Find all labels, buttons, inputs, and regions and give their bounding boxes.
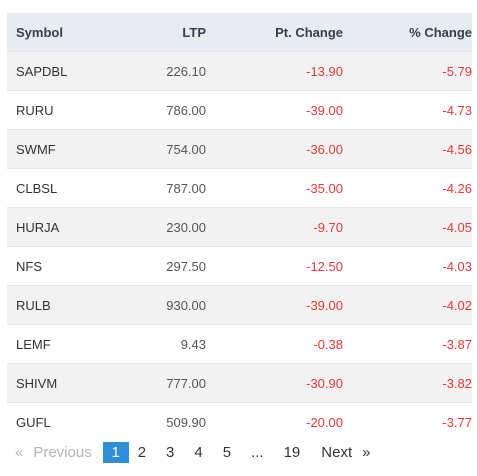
pt-change-cell: -20.00 bbox=[306, 414, 343, 430]
pct-change-cell: -4.26 bbox=[442, 180, 472, 196]
pt-change-cell: -39.00 bbox=[306, 297, 343, 313]
pt-change-cell: -9.70 bbox=[313, 219, 343, 235]
symbol-cell[interactable]: CLBSL bbox=[16, 180, 58, 196]
pct-change-cell: -4.05 bbox=[442, 219, 472, 235]
pct-change-cell: -4.73 bbox=[442, 102, 472, 118]
symbol-header[interactable]: Symbol bbox=[16, 24, 63, 40]
pagination: « Previous 1 2 3 4 5 ... 19 Next » bbox=[7, 440, 370, 464]
losers-table: Symbol LTP Pt. Change % Change SAPDBL 226… bbox=[7, 13, 472, 441]
previous-button[interactable]: Previous bbox=[33, 443, 92, 461]
ltp-cell: 754.00 bbox=[166, 141, 206, 157]
symbol-cell[interactable]: SWMF bbox=[16, 141, 56, 157]
ltp-cell: 509.90 bbox=[166, 414, 206, 430]
page-5-button[interactable]: 5 bbox=[222, 443, 232, 461]
pct-change-cell: -4.56 bbox=[442, 141, 472, 157]
table-row[interactable]: SAPDBL 226.10 -13.90 -5.79 bbox=[7, 51, 472, 90]
page-2-button[interactable]: 2 bbox=[137, 443, 147, 461]
symbol-cell[interactable]: RULB bbox=[16, 297, 51, 313]
ltp-cell: 930.00 bbox=[166, 297, 206, 313]
table-row[interactable]: LEMF 9.43 -0.38 -3.87 bbox=[7, 324, 472, 363]
pt-change-cell: -36.00 bbox=[306, 141, 343, 157]
page-4-button[interactable]: 4 bbox=[194, 443, 203, 461]
pt-change-cell: -13.90 bbox=[306, 63, 343, 79]
table-header: Symbol LTP Pt. Change % Change bbox=[7, 13, 472, 51]
next-button[interactable]: Next bbox=[321, 443, 353, 461]
symbol-cell[interactable]: NFS bbox=[16, 258, 42, 274]
table-row[interactable]: RURU 786.00 -39.00 -4.73 bbox=[7, 90, 472, 129]
pct-change-cell: -3.82 bbox=[442, 375, 472, 391]
pt-change-cell: -0.38 bbox=[313, 336, 343, 352]
pt-change-header[interactable]: Pt. Change bbox=[275, 24, 343, 40]
pct-change-header[interactable]: % Change bbox=[409, 24, 472, 40]
symbol-cell[interactable]: HURJA bbox=[16, 219, 60, 235]
table-row[interactable]: RULB 930.00 -39.00 -4.02 bbox=[7, 285, 472, 324]
table-row[interactable]: HURJA 230.00 -9.70 -4.05 bbox=[7, 207, 472, 246]
table-body: SAPDBL 226.10 -13.90 -5.79 RURU 786.00 -39.00 -… bbox=[7, 51, 472, 441]
page-3-button[interactable]: 3 bbox=[166, 443, 175, 461]
table-row[interactable]: NFS 297.50 -12.50 -4.03 bbox=[7, 246, 472, 285]
next-arrow-icon[interactable]: » bbox=[362, 443, 371, 461]
page-1-button[interactable]: 1 bbox=[102, 441, 129, 463]
symbol-cell[interactable]: RURU bbox=[16, 102, 54, 118]
pct-change-cell: -3.77 bbox=[442, 414, 472, 430]
page-19-button[interactable]: 19 bbox=[283, 443, 301, 461]
ltp-cell: 787.00 bbox=[166, 180, 206, 196]
pct-change-cell: -5.79 bbox=[442, 63, 472, 79]
ltp-header[interactable]: LTP bbox=[182, 24, 206, 40]
ltp-cell: 297.50 bbox=[166, 258, 206, 274]
symbol-cell[interactable]: GUFL bbox=[16, 414, 51, 430]
table-row[interactable]: GUFL 509.90 -20.00 -3.77 bbox=[7, 402, 472, 441]
pagination-ellipsis: ... bbox=[251, 443, 264, 461]
symbol-cell[interactable]: SHIVM bbox=[16, 375, 58, 391]
pct-change-cell: -4.02 bbox=[442, 297, 472, 313]
pt-change-cell: -35.00 bbox=[306, 180, 343, 196]
pct-change-cell: -3.87 bbox=[442, 336, 472, 352]
ltp-cell: 226.10 bbox=[166, 63, 206, 79]
ltp-cell: 786.00 bbox=[166, 102, 206, 118]
previous-arrow-icon[interactable]: « bbox=[15, 443, 24, 461]
ltp-cell: 230.00 bbox=[166, 219, 206, 235]
pt-change-cell: -30.90 bbox=[306, 375, 343, 391]
ltp-cell: 9.43 bbox=[180, 336, 206, 352]
ltp-cell: 777.00 bbox=[166, 375, 206, 391]
symbol-cell[interactable]: SAPDBL bbox=[16, 63, 68, 79]
table-row[interactable]: SHIVM 777.00 -30.90 -3.82 bbox=[7, 363, 472, 402]
pt-change-cell: -12.50 bbox=[306, 258, 343, 274]
symbol-cell[interactable]: LEMF bbox=[16, 336, 51, 352]
table-row[interactable]: SWMF 754.00 -36.00 -4.56 bbox=[7, 129, 472, 168]
pct-change-cell: -4.03 bbox=[442, 258, 472, 274]
pt-change-cell: -39.00 bbox=[306, 102, 343, 118]
table-row[interactable]: CLBSL 787.00 -35.00 -4.26 bbox=[7, 168, 472, 207]
